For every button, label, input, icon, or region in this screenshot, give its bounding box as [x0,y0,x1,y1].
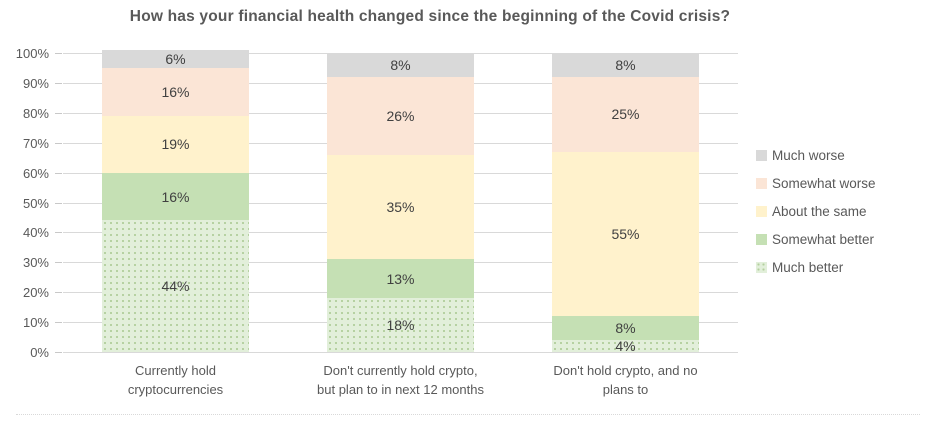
bar-segment-label: 26% [386,107,415,124]
y-axis-tick-mark [55,322,62,324]
y-axis-tick-label: 30% [22,255,49,271]
bar-segment: 18% [327,298,474,352]
legend-item: Somewhat better [756,232,876,247]
bar-segment-label: 8% [615,56,636,73]
legend-label: About the same [772,204,867,219]
bar-segment: 8% [552,53,699,77]
y-axis-tick-mark [55,112,62,114]
y-axis-tick-label: 50% [22,195,49,211]
y-axis-tick-label: 0% [30,345,49,360]
bar-segment-label: 4% [615,338,636,355]
legend-item: About the same [756,204,876,219]
bar-segment: 6% [102,50,249,68]
chart-title: How has your financial health changed si… [129,8,731,25]
y-axis-tick-label: 70% [22,135,49,151]
y-axis-tick-mark [55,142,62,144]
bar-segment-label: 44% [161,278,190,295]
y-axis-tick-label: 90% [22,75,49,91]
x-category-label: Don't hold crypto, and no plans to [553,363,698,397]
bar-segment-label: 25% [611,106,640,123]
bar-segment-label: 35% [386,198,415,215]
legend-swatch [756,178,767,189]
bar-segment-label: 19% [161,136,190,153]
legend-swatch [756,234,767,245]
bar-segment-label: 18% [386,317,415,334]
bar-segment-label: 6% [165,50,186,67]
bar-segment: 19% [102,115,249,173]
chart-border-bottom [16,414,920,415]
bar-segment-label: 16% [161,188,190,205]
x-category-label: Currently hold cryptocurrencies [127,363,224,397]
bar-segment: 8% [552,316,699,341]
gridline [63,352,738,353]
bar-segment: 26% [327,76,474,155]
bar-segment: 4% [552,338,699,355]
legend-swatch [756,150,767,161]
y-axis-tick-mark [55,172,62,174]
y-axis-tick-label: 20% [22,285,49,301]
bar-segment: 25% [552,76,699,152]
bar-segment: 44% [102,220,249,352]
y-axis-tick-mark [55,232,62,234]
bar-segment: 55% [552,151,699,317]
legend-item: Much worse [756,148,876,163]
legend-swatch [756,206,767,217]
legend-label: Somewhat worse [772,176,876,191]
y-axis-tick-label: 100% [15,46,49,61]
y-axis-tick-mark [55,352,62,353]
plot-area: 44% 16% 19% 16% 6% 18% 13% 35% 26% 8% 4% 8% 55% 25% 8% [63,50,738,355]
y-axis-tick-label: 40% [22,225,49,241]
bar-segment: 16% [102,172,249,221]
bar-segment: 16% [102,67,249,116]
bar-segment: 35% [327,154,474,260]
legend-label: Much worse [772,148,845,163]
bar-segment-label: 55% [611,225,640,242]
legend-swatch [756,262,767,273]
legend-label: Much better [772,260,844,275]
x-category-label: Don't currently hold crypto, but plan to… [317,363,484,397]
y-axis-tick-mark [55,292,62,294]
y-axis-tick-mark [55,262,62,264]
bar-segment-label: 8% [390,56,411,73]
legend-item: Much better [756,260,876,275]
legend-item: Somewhat worse [756,176,876,191]
y-axis-tick-mark [55,53,62,54]
bar-segment-label: 16% [161,83,190,100]
legend: Much worse Somewhat worse About the same So… [756,148,876,275]
bar-segment: 8% [327,53,474,77]
y-axis-tick-label: 80% [22,105,49,121]
bar-segment: 13% [327,259,474,299]
bar-segment-label: 8% [615,320,636,337]
y-axis-tick-mark [55,202,62,204]
y-axis-tick-mark [55,82,62,84]
legend-label: Somewhat better [772,232,875,247]
y-axis-tick-label: 10% [22,315,49,331]
bar-segment-label: 13% [386,270,415,287]
y-axis-tick-label: 60% [22,165,49,181]
